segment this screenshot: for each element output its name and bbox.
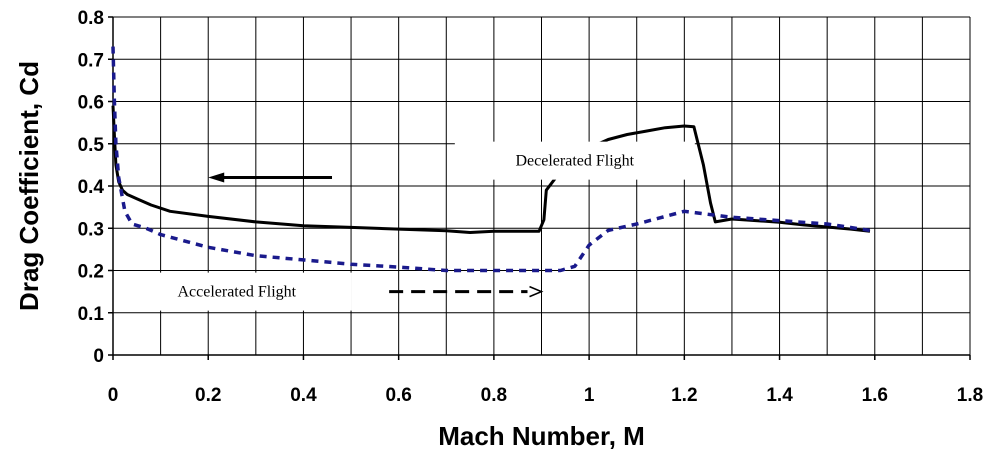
x-tick-label: 0 [108, 385, 119, 406]
x-axis-title: Mach Number, M [438, 421, 645, 451]
x-tick-label: 1.6 [862, 385, 888, 406]
x-tick-label: 1 [584, 385, 595, 406]
decelerated-annotation-label: Decelerated Flight [516, 153, 635, 170]
y-tick-label: 0.1 [78, 304, 105, 325]
y-tick-label: 0 [93, 346, 104, 367]
accelerated-label-box [121, 272, 352, 311]
y-tick-label: 0.7 [78, 50, 104, 71]
x-tick-label: 1.4 [766, 385, 793, 406]
decelerated-flight-line [111, 105, 871, 234]
series-group [111, 46, 871, 273]
y-tick-label: 0.6 [78, 93, 104, 114]
y-axis-title: Drag Coefficient, Cd [14, 61, 44, 311]
y-tick-label: 0.8 [78, 8, 104, 29]
annotations: Decelerated Flight Accelerated Flight [121, 141, 695, 311]
x-tick-label: 0.2 [195, 385, 221, 406]
accelerated-flight-line [111, 46, 871, 273]
x-tick-label: 1.8 [957, 385, 983, 406]
x-tick-label: 1.2 [671, 385, 697, 406]
accelerated-arrow-head [529, 285, 544, 298]
accelerated-annotation-label: Accelerated Flight [177, 284, 296, 301]
decelerated-label-box [454, 141, 695, 180]
y-tick-label: 0.5 [78, 135, 105, 156]
x-tick-label: 0.6 [385, 385, 411, 406]
x-tick-label: 0.4 [290, 385, 317, 406]
tick-labels: 0 0.1 0.2 0.3 0.4 0.5 0.6 0.7 0.8 0 0.2 0.4 0.6 0.8 1 1… [78, 8, 984, 406]
y-tick-label: 0.2 [78, 262, 104, 283]
y-tick-label: 0.3 [78, 219, 104, 240]
y-tick-label: 0.4 [78, 177, 105, 198]
x-tick-label: 0.8 [481, 385, 507, 406]
decelerated-arrow-head [208, 172, 225, 183]
